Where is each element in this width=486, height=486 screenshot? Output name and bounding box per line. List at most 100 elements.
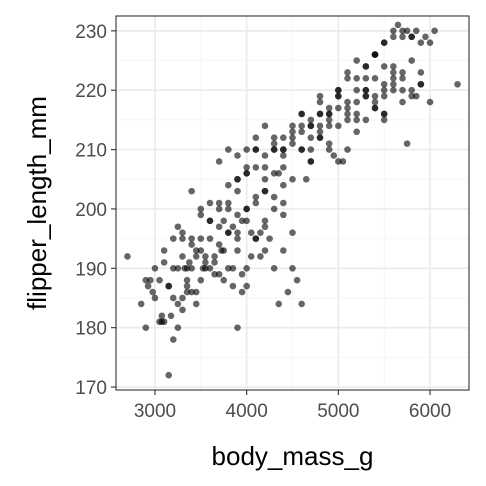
data-point [353,86,360,94]
data-point [247,253,255,260]
data-point [316,134,324,141]
data-point [335,122,342,130]
data-point [270,146,278,153]
data-point [261,223,269,231]
data-point [202,259,209,266]
data-point [399,98,406,106]
data-point [426,98,434,106]
data-point [412,27,420,35]
data-point [270,193,278,201]
data-point [192,253,200,260]
data-point [380,63,388,70]
data-point [284,288,292,296]
data-point [234,211,241,219]
data-point [137,300,145,308]
data-point [160,318,168,326]
data-point [302,175,310,183]
data-point [206,265,214,272]
x-tick-label: 4000 [226,401,268,422]
data-point [371,92,379,100]
x-axis-title: body_mass_g [212,441,374,471]
data-point [380,39,388,47]
data-point [390,27,397,35]
data-point [289,134,296,141]
x-tick-label: 5000 [317,401,359,422]
data-point [316,128,324,136]
data-point [307,146,315,153]
data-point [280,134,287,141]
data-point [280,247,287,254]
data-point [252,164,260,171]
data-point [215,270,223,278]
data-point [344,146,351,153]
y-tick-label: 200 [75,200,107,221]
data-point [192,288,200,296]
data-point [270,170,278,177]
data-point [156,276,163,284]
data-point [215,199,223,207]
data-point [390,80,397,88]
data-point [170,265,177,272]
data-point [353,116,360,124]
data-point [344,116,351,124]
data-point [257,253,264,260]
grid-lines [116,16,469,390]
data-point [179,306,186,314]
data-point [261,175,269,183]
data-point [399,75,406,82]
data-point [344,69,351,76]
data-point [167,312,175,320]
data-point [399,33,406,41]
data-point [174,300,182,308]
data-point [243,146,250,153]
y-tick-label: 220 [75,81,107,102]
data-point [188,235,195,242]
data-point [174,223,182,231]
data-point [238,288,246,296]
data-point [417,80,425,88]
data-point [261,247,269,254]
data-point [188,187,195,195]
data-point [280,211,287,219]
data-point [247,229,255,236]
data-point [380,92,388,100]
data-point [371,104,379,112]
data-point [183,276,191,284]
data-point [275,170,283,177]
data-point [380,80,388,88]
data-point [151,294,159,302]
data-point [325,146,333,153]
data-point [234,324,241,331]
data-point [197,211,205,219]
data-point [225,265,232,272]
data-point [380,110,388,118]
data-point [234,152,241,159]
data-point [353,128,360,136]
data-point [211,259,218,266]
data-point [344,110,351,118]
data-point [408,57,415,64]
data-point [316,92,324,100]
y-tick-label: 210 [75,141,107,162]
data-point [431,27,438,35]
data-point [234,247,241,254]
data-point [243,217,250,225]
data-point [215,205,223,213]
data-point [325,116,333,124]
y-tick-label: 170 [75,378,107,399]
data-point [289,175,296,183]
data-point [238,217,246,225]
data-point [142,276,150,284]
data-point [412,92,420,100]
data-point [234,187,241,195]
data-point [257,229,264,236]
data-point [403,140,411,147]
data-point [252,134,260,141]
data-point [335,158,342,165]
data-point [197,205,205,213]
data-point [179,253,186,260]
data-point [353,98,360,106]
data-point [270,134,278,141]
data-point [160,259,168,266]
data-point [165,282,173,290]
